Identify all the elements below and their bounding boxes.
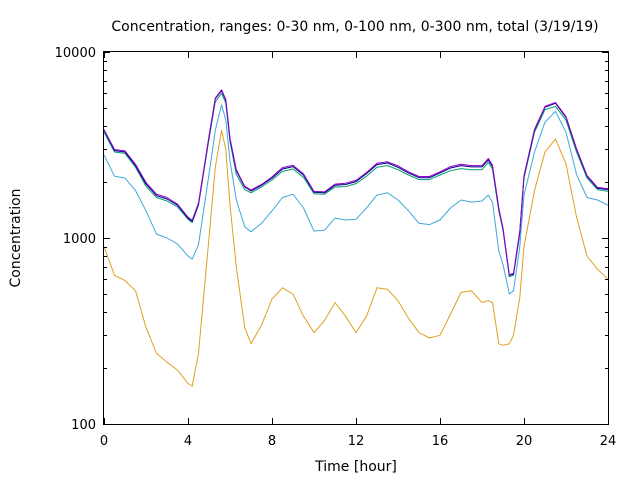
x-tick-label: 12 bbox=[348, 434, 365, 449]
chart-title: Concentration, ranges: 0-30 nm, 0-100 nm… bbox=[111, 19, 598, 35]
x-tick-label: 20 bbox=[516, 434, 533, 449]
x-tick-label: 0 bbox=[100, 434, 108, 449]
x-tick-label: 8 bbox=[268, 434, 276, 449]
series-layer bbox=[103, 89, 609, 387]
y-tick-label: 1000 bbox=[63, 232, 96, 247]
y-tick-label: 10000 bbox=[55, 46, 96, 61]
series-line-3 bbox=[103, 90, 609, 276]
x-tick-label: 16 bbox=[432, 434, 449, 449]
x-tick-label: 4 bbox=[184, 434, 192, 449]
tick-layer: 0 4 8 12 16 20 24 100 1000 10000 bbox=[55, 46, 617, 449]
series-line-0 bbox=[103, 129, 609, 387]
x-tick-label: 24 bbox=[600, 434, 617, 449]
plot-frame bbox=[103, 51, 609, 425]
series-line-4 bbox=[103, 89, 609, 276]
series-line-1 bbox=[103, 104, 609, 295]
series-line-2 bbox=[103, 92, 609, 278]
y-axis-label: Concentration bbox=[8, 188, 24, 287]
y-tick-label: 100 bbox=[71, 418, 96, 433]
x-axis-label: Time [hour] bbox=[314, 459, 397, 475]
